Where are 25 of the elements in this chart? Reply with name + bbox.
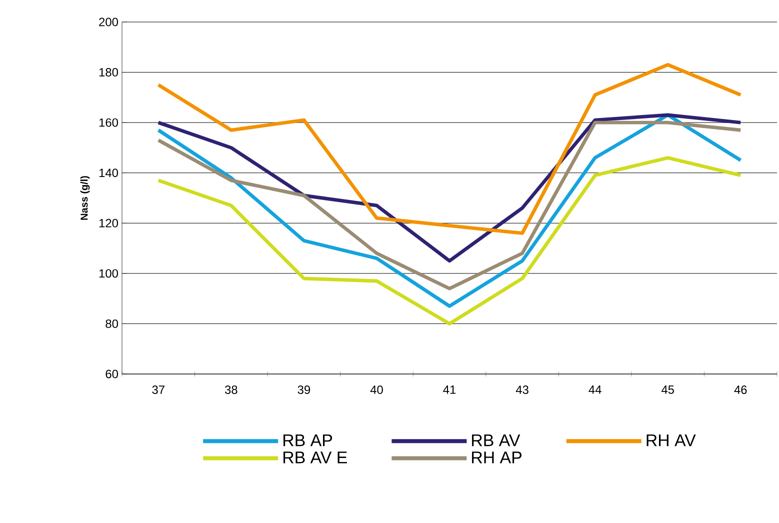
- y-axis-title: Nass (g/l): [80, 176, 90, 220]
- legend-label: RH AV: [646, 434, 696, 446]
- line-series: [156, 156, 742, 326]
- y-tick-label: 200: [99, 18, 118, 26]
- legend-label: RB AP: [283, 434, 332, 446]
- x-tick-label: 44: [588, 386, 602, 394]
- y-tick-label: 100: [99, 269, 118, 278]
- x-tick-label: 39: [298, 386, 310, 394]
- y-tick-label: 60: [106, 370, 118, 378]
- y-tick-label: 80: [106, 319, 118, 328]
- x-tick-label: 37: [152, 386, 164, 394]
- y-tick-label: 140: [99, 168, 118, 178]
- x-tick-label: 40: [370, 386, 383, 394]
- x-tick-label: 38: [224, 386, 238, 394]
- legend-label: RB AV: [472, 434, 520, 446]
- x-tick-label: 46: [734, 386, 747, 394]
- y-tick-label: 160: [99, 118, 118, 127]
- x-tick-label: 45: [661, 386, 674, 394]
- x-tick-label: 41: [443, 386, 456, 394]
- y-tick-label: 120: [99, 218, 118, 228]
- legend-label: RB AV E: [283, 452, 347, 464]
- y-tick-label: 180: [99, 68, 118, 77]
- line-series: [156, 113, 742, 263]
- legend-label: RH AP: [472, 452, 522, 464]
- x-tick-label: 43: [516, 386, 528, 394]
